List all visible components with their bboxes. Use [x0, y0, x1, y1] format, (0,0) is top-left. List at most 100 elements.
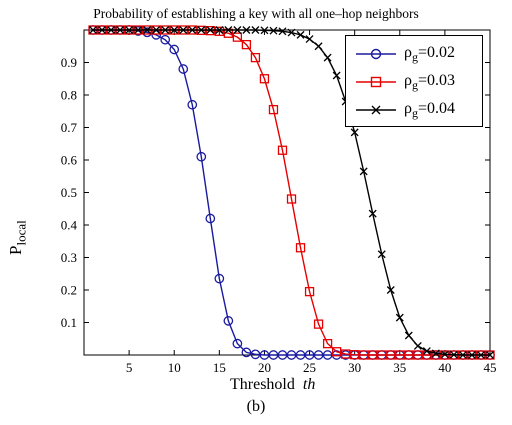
data-point: [107, 26, 116, 34]
data-point: [449, 350, 458, 359]
data-point: [179, 26, 188, 34]
legend: ρg=0.02 ρg=0.03 ρg=0.04: [345, 35, 483, 127]
x-axis-label: Threshold th: [230, 376, 315, 394]
figure-caption: (b): [246, 398, 266, 415]
data-point: [305, 35, 314, 44]
x-tick-label: 45: [484, 360, 497, 375]
data-point: [431, 350, 441, 360]
data-point: [89, 26, 97, 34]
chart-title: Probability of establishing a key with a…: [93, 6, 419, 21]
data-point: [377, 350, 387, 360]
data-point: [134, 26, 143, 34]
data-point: [440, 350, 449, 359]
data-point: [278, 27, 287, 36]
y-tick-label: 0.4: [61, 218, 78, 233]
data-point: [331, 347, 342, 357]
data-point: [323, 53, 332, 62]
y-tick-label: 0.1: [61, 315, 77, 330]
y-tick-label: 0.9: [61, 55, 77, 70]
data-point: [161, 26, 170, 34]
legend-swatch-circle: [356, 48, 396, 60]
legend-swatch-x: [356, 105, 396, 115]
data-point: [322, 338, 333, 349]
data-point: [350, 350, 360, 360]
data-point: [214, 273, 225, 284]
data-point: [413, 341, 422, 350]
data-point: [250, 52, 261, 63]
legend-swatch-square: [356, 76, 396, 88]
data-point: [259, 74, 270, 84]
x-tick-label: 25: [303, 360, 316, 375]
data-point: [205, 213, 216, 224]
data-point: [477, 351, 485, 359]
data-point: [386, 286, 395, 294]
data-point: [486, 351, 494, 359]
data-point: [169, 44, 180, 55]
data-point: [197, 26, 206, 34]
data-point: [251, 26, 260, 34]
data-point: [295, 243, 306, 253]
data-point: [350, 128, 359, 137]
legend-item-rho-004: ρg=0.04: [346, 97, 482, 123]
x-tick-label: 15: [213, 360, 226, 375]
data-point: [368, 209, 377, 218]
data-point: [188, 26, 197, 34]
data-point: [467, 351, 476, 359]
data-point: [187, 99, 198, 110]
data-point: [224, 26, 233, 34]
series-x: [89, 26, 494, 359]
y-tick-label: 0.6: [61, 153, 78, 168]
data-point: [250, 349, 261, 360]
y-tick-label: 0.7: [61, 120, 78, 135]
x-tick-label: 20: [258, 360, 271, 375]
data-point: [125, 26, 134, 34]
y-axis-label: Plocal: [6, 220, 29, 255]
legend-label: ρg=0.02: [404, 44, 456, 65]
data-point: [206, 26, 215, 34]
data-point: [241, 347, 252, 358]
x-axis-label-variable: th: [302, 376, 316, 393]
data-point: [431, 349, 440, 358]
data-point: [332, 71, 341, 80]
data-point: [268, 104, 279, 115]
legend-item-rho-002: ρg=0.02: [346, 41, 482, 67]
x-tick-label: 30: [348, 360, 361, 375]
data-point: [287, 28, 296, 37]
data-point: [286, 194, 297, 204]
data-point: [404, 350, 414, 360]
x-tick-label: 10: [168, 360, 181, 375]
data-point: [232, 338, 243, 349]
data-point: [340, 349, 351, 359]
data-point: [196, 151, 207, 162]
data-point: [214, 26, 224, 36]
data-point: [160, 34, 171, 45]
data-point: [232, 32, 243, 42]
x-axis-label-text: Threshold: [230, 376, 295, 393]
data-point: [296, 30, 305, 39]
data-point: [368, 350, 378, 360]
data-point: [241, 39, 252, 50]
data-point: [277, 145, 288, 155]
data-point: [377, 250, 386, 259]
y-tick-label: 0.3: [61, 250, 77, 265]
data-point: [215, 26, 224, 34]
y-tick-label: 0.8: [61, 88, 77, 103]
data-point: [395, 313, 404, 322]
data-point: [395, 350, 405, 360]
data-point: [170, 26, 179, 34]
y-tick-label: 0.2: [61, 283, 77, 298]
data-point: [314, 42, 323, 51]
x-tick-label: 40: [438, 360, 451, 375]
data-point: [386, 350, 396, 360]
data-point: [313, 319, 324, 329]
data-point: [269, 26, 278, 35]
data-point: [404, 331, 413, 340]
legend-item-rho-003: ρg=0.03: [346, 69, 482, 95]
data-point: [98, 26, 107, 34]
data-point: [359, 350, 369, 360]
data-point: [116, 26, 125, 34]
data-point: [304, 286, 315, 297]
x-tick-label: 35: [393, 360, 406, 375]
x-tick-label: 5: [126, 360, 133, 375]
